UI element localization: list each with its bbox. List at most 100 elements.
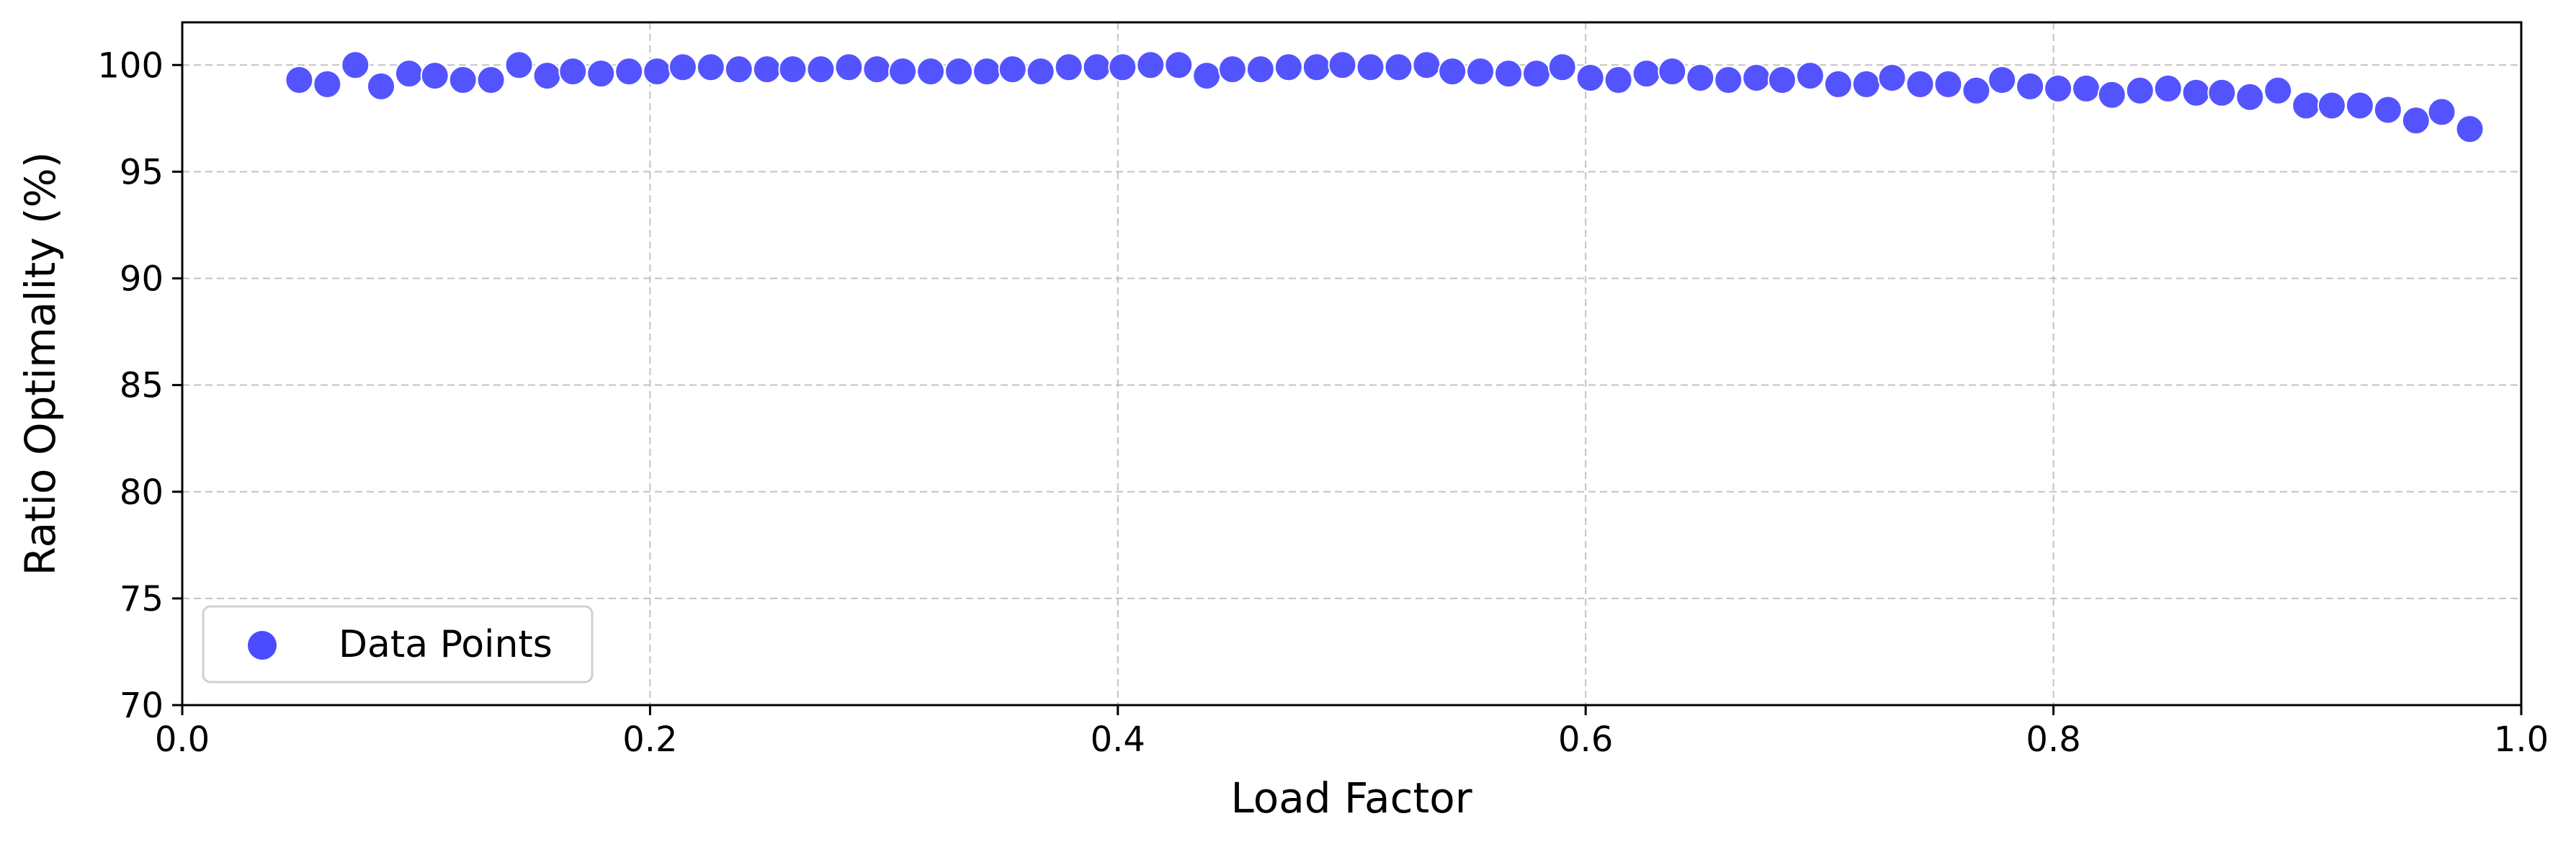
data-point [1217,55,1247,84]
y-axis-ticks: 70 75 80 85 90 95 100 [97,45,182,726]
data-point [1412,50,1441,80]
data-point [1054,53,1083,82]
y-tick-label: 80 [120,472,164,513]
data-point [724,55,753,84]
data-point [2097,80,2126,109]
x-tick-label: 0.0 [155,720,210,760]
data-point [2373,95,2402,125]
data-point [1962,76,1991,105]
legend: Data Points [202,605,594,684]
data-point [1136,50,1166,80]
data-point [972,57,1001,86]
data-point [2153,73,2183,103]
x-tick-label: 0.4 [1091,720,1145,760]
y-tick-label: 85 [120,366,164,406]
data-point [998,55,1027,84]
data-point [1658,57,1687,86]
y-axis-label: Ratio Optimality (%) [16,152,65,576]
x-tick-label: 1.0 [2494,720,2549,760]
data-point [1026,57,1055,86]
data-point [1575,63,1605,93]
plot-frame [181,21,2523,707]
data-point [558,57,588,86]
data-point [1905,69,1935,99]
data-point [1384,53,1413,82]
data-point [696,53,725,82]
data-point [341,50,370,80]
y-tick-label: 90 [120,259,164,300]
data-point [1466,57,1495,86]
data-points [285,50,2485,144]
data-point [668,53,697,82]
x-tick-label: 0.6 [1558,720,1613,760]
data-point [2207,78,2237,107]
data-point [2427,97,2456,127]
data-point [2044,73,2073,103]
data-point [420,61,450,91]
data-point [2263,76,2293,105]
data-point [285,65,314,94]
data-point [2345,91,2374,120]
x-axis-ticks: 0.0 0.2 0.4 0.6 0.8 1.0 [155,705,2549,760]
y-tick-label: 70 [120,686,164,726]
data-point [1686,63,1715,93]
data-point [1933,69,1963,99]
data-point [1851,69,1881,99]
legend-label: Data Points [339,623,553,666]
data-point [448,65,478,94]
data-point [1877,63,1907,93]
data-point [888,57,918,86]
data-point [394,59,424,89]
data-point [752,55,782,84]
x-axis-label: Load Factor [1230,774,1472,823]
data-point [1082,53,1112,82]
data-point [1356,53,1385,82]
data-point [1632,59,1661,89]
data-point [1547,53,1577,82]
data-point [1328,50,1357,80]
data-point [366,71,395,101]
data-point [313,69,342,99]
data-point [1714,65,1743,94]
x-tick-label: 0.8 [2026,720,2080,760]
data-point [2125,76,2155,105]
data-point [1438,57,1467,86]
data-point [2181,78,2211,107]
data-point [2235,82,2265,112]
data-point [944,57,974,86]
data-point [1987,65,2017,94]
data-point [862,55,892,84]
data-point [1742,63,1771,93]
data-point [643,57,672,86]
data-point [1823,69,1853,99]
data-point [916,57,946,86]
data-point [2072,73,2101,103]
data-point [1164,50,1194,80]
data-point [1108,53,1137,82]
data-point [2016,71,2045,101]
y-tick-label: 100 [97,45,164,86]
data-point [2455,115,2485,144]
data-point [1604,65,1633,94]
data-point [1795,61,1825,91]
y-tick-label: 75 [120,579,164,619]
data-point [778,55,808,84]
data-point [532,61,562,91]
data-point [1245,55,1275,84]
data-point [2401,106,2430,135]
data-point [476,65,506,94]
y-tick-label: 95 [120,152,164,192]
data-point [1302,53,1331,82]
legend-marker [248,631,277,660]
legend-box [202,605,594,684]
data-point [2317,91,2346,120]
data-point [2291,91,2321,120]
data-point [1767,65,1797,94]
data-point [586,59,616,89]
data-point [806,55,836,84]
x-tick-label: 0.2 [622,720,677,760]
data-point [834,53,864,82]
data-point [504,50,534,80]
